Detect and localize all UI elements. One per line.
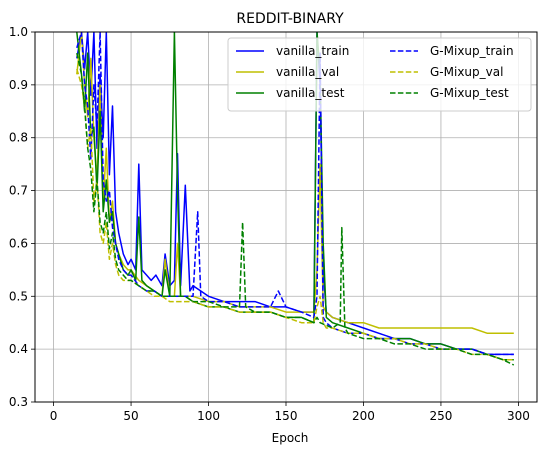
series-line-G-Mixup_val <box>76 68 514 361</box>
legend-label: G-Mixup_test <box>430 86 509 100</box>
series-line-G-Mixup_test <box>76 52 515 366</box>
x-tick-label: 300 <box>507 409 530 423</box>
legend-label: vanilla_train <box>276 44 349 58</box>
legend-label: vanilla_val <box>276 65 339 79</box>
x-tick-label: 100 <box>197 409 220 423</box>
x-tick-label: 50 <box>123 409 138 423</box>
y-tick-label: 0.8 <box>9 131 28 145</box>
x-axis-title: Epoch <box>272 431 309 445</box>
legend-label: G-Mixup_val <box>430 65 503 79</box>
y-tick-label: 1.0 <box>9 25 28 39</box>
x-tick-label: 200 <box>352 409 375 423</box>
y-tick-label: 0.5 <box>9 289 28 303</box>
chart-title: REDDIT-BINARY <box>236 11 344 27</box>
y-tick-label: 0.9 <box>9 78 28 92</box>
y-tick-label: 0.3 <box>9 395 28 409</box>
y-tick-label: 0.4 <box>9 342 28 356</box>
legend-label: G-Mixup_train <box>430 44 514 58</box>
series-line-vanilla_train <box>76 32 514 356</box>
legend-label: vanilla_test <box>276 86 345 100</box>
y-tick-label: 0.6 <box>9 236 28 250</box>
x-tick-label: 0 <box>50 409 58 423</box>
legend: vanilla_train vanilla_val vanilla_test G-Mi… <box>227 37 532 112</box>
axis-ticks: 0 50 100 150 200 250 300 0.3 0.4 0.5 0.6 0.7 0.8 0.9 1… <box>9 25 530 423</box>
y-tick-label: 0.7 <box>9 184 28 198</box>
x-tick-label: 150 <box>275 409 298 423</box>
x-tick-label: 250 <box>429 409 452 423</box>
legend-box <box>227 37 532 112</box>
series-lines <box>76 32 515 366</box>
